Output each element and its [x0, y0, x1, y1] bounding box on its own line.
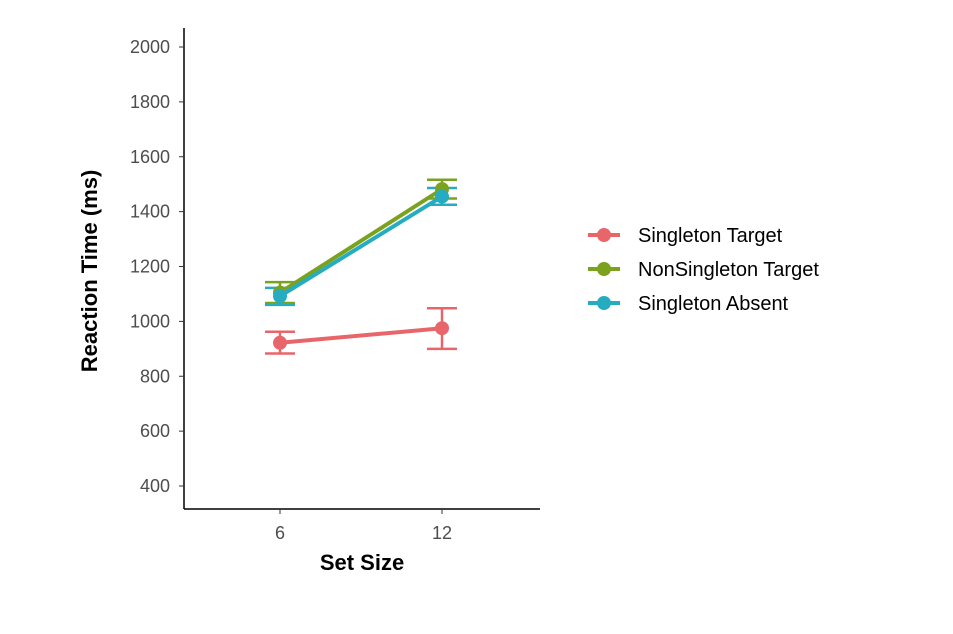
y-tick-label: 1000	[130, 311, 170, 331]
series-line	[279, 326, 443, 345]
data-point	[273, 289, 287, 304]
legend-item: Singleton Target	[588, 225, 783, 247]
x-tick-label: 12	[432, 523, 452, 543]
legend-key-point	[597, 228, 611, 242]
x-tick-label: 6	[275, 523, 285, 543]
legend-item: Singleton Absent	[588, 293, 789, 315]
data-point	[273, 335, 287, 350]
series-line	[278, 194, 444, 298]
y-axis: 400 600 800 1000 1200 1400 1600 1800 2000	[130, 28, 185, 509]
legend-label: Singleton Absent	[638, 293, 789, 315]
y-tick-label: 400	[140, 476, 170, 496]
x-axis: 6 12	[184, 508, 540, 543]
y-tick-label: 2000	[130, 37, 170, 57]
y-tick-label: 600	[140, 421, 170, 441]
legend: Singleton Target NonSingleton Target Singl…	[588, 225, 819, 315]
legend-label: Singleton Target	[638, 225, 783, 247]
x-axis-title: Set Size	[320, 550, 404, 575]
y-tick-label: 1600	[130, 147, 170, 167]
data-point	[435, 321, 449, 336]
y-tick-label: 1200	[130, 257, 170, 277]
legend-key-point	[597, 296, 611, 310]
series-line	[278, 187, 444, 295]
legend-label: NonSingleton Target	[638, 259, 819, 281]
plot-area	[265, 178, 457, 355]
y-tick-label: 1800	[130, 92, 170, 112]
legend-item: NonSingleton Target	[588, 259, 819, 281]
y-tick-label: 800	[140, 366, 170, 386]
data-point	[435, 189, 449, 204]
y-axis-title: Reaction Time (ms)	[77, 170, 102, 373]
y-tick-label: 1400	[130, 202, 170, 222]
legend-key-point	[597, 262, 611, 276]
